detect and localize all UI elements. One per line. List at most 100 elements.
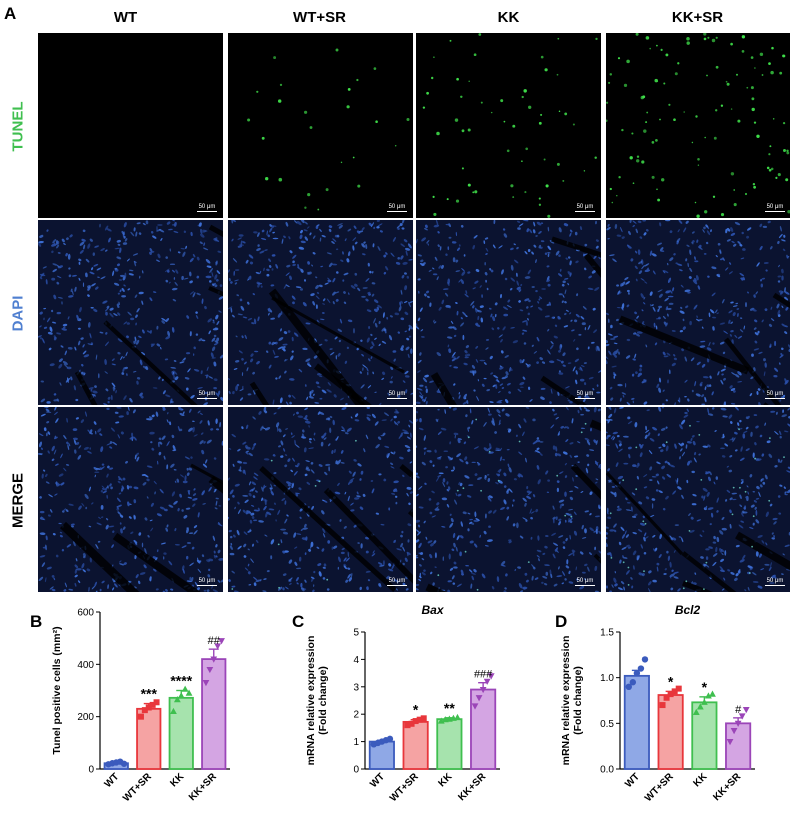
data-point	[173, 696, 181, 703]
scale-bar-label: 50 μm	[576, 390, 594, 397]
y-tick-label: 1.5	[600, 628, 614, 639]
data-point	[637, 665, 645, 672]
data-point	[641, 656, 649, 663]
significance-marker: #	[735, 704, 742, 716]
data-point	[742, 707, 750, 714]
micrograph-tunel-1: 50 μm	[38, 33, 223, 218]
scale-bar-line	[387, 397, 407, 399]
data-point	[153, 699, 160, 706]
scale-bar-line	[387, 210, 407, 212]
column-header-wt: WT	[113, 9, 138, 26]
data-point	[475, 695, 483, 702]
chart-bax: Bax mRNA relative expression (Fold change)…	[305, 603, 500, 804]
row-label-dapi: DAPI	[9, 295, 27, 332]
y-axis-label: (Fold change)	[572, 666, 584, 735]
y-tick-label: 5	[353, 628, 359, 639]
data-point	[420, 715, 427, 722]
scale-bar: 50 μm	[197, 391, 217, 399]
data-point	[386, 735, 394, 743]
micrograph-tunel-3: 50 μm	[416, 33, 601, 218]
scale-bar-label: 50 μm	[388, 203, 406, 210]
data-point	[170, 707, 177, 715]
data-point	[454, 713, 461, 721]
scale-bar-line	[765, 210, 785, 212]
data-point	[177, 692, 185, 699]
data-point	[137, 713, 144, 720]
y-tick-label: 4	[353, 655, 359, 666]
scale-bar: 50 μm	[387, 390, 407, 399]
data-point	[479, 686, 487, 694]
data-point	[663, 694, 670, 701]
bar-kk-sr	[201, 658, 227, 770]
data-point	[692, 708, 700, 715]
scale-bar-label: 50 μm	[198, 577, 216, 584]
data-point	[141, 707, 148, 714]
column-header-wt-sr: WT+SR	[293, 9, 346, 26]
row-label-tunel: TUNEL	[9, 101, 27, 152]
panel-letter-b: B	[30, 612, 43, 631]
x-tick-label: WT+SR	[388, 771, 421, 804]
data-point	[214, 643, 222, 650]
micrograph-merge-2: 50 μm	[228, 407, 413, 592]
scale-bar: 50 μm	[387, 203, 407, 212]
scale-bar: 50 μm	[765, 578, 785, 586]
column-header-kk: KK	[497, 9, 520, 26]
column-header-kk-sr: KK+SR	[671, 9, 724, 26]
scale-bar: 50 μm	[197, 203, 217, 212]
bar-wt	[623, 674, 650, 770]
data-point	[671, 688, 678, 695]
data-point	[734, 720, 742, 727]
scale-bar: 50 μm	[575, 577, 595, 586]
significance-marker: *	[668, 673, 674, 689]
scale-bar: 50 μm	[575, 203, 595, 212]
x-tick-label: WT	[103, 771, 122, 790]
x-tick-label: KK+SR	[187, 771, 219, 803]
data-point	[675, 685, 682, 692]
data-point	[705, 692, 712, 699]
scale-bar-label: 50 μm	[388, 577, 406, 584]
scale-bar-line	[575, 397, 595, 399]
data-point	[404, 722, 411, 729]
data-point	[625, 683, 632, 690]
micrograph-merge-3: 50 μm	[416, 407, 601, 592]
scale-bar-label: 50 μm	[766, 390, 784, 397]
x-tick-label: KK+SR	[711, 771, 743, 803]
bar-kk	[168, 696, 194, 770]
y-axis-label: mRNA relative expression	[305, 636, 317, 766]
micrograph-dapi-2: 50 μm	[228, 220, 413, 405]
micrograph-merge-1: 50 μm	[38, 407, 223, 592]
scale-bar-label: 50 μm	[576, 577, 594, 584]
scale-bar-line	[197, 397, 217, 399]
scale-bar: 50 μm	[575, 390, 595, 399]
x-tick-label: KK	[691, 771, 710, 790]
scale-bar-line	[575, 210, 595, 212]
data-point	[185, 689, 193, 696]
bar-kk-sr	[725, 722, 752, 770]
scale-bar-label: 50 μm	[198, 203, 216, 210]
data-point	[210, 656, 218, 663]
y-tick-label: 200	[77, 712, 94, 723]
bar-wt-sr	[402, 720, 429, 770]
data-point	[149, 701, 156, 708]
scale-bar-label: 50 μm	[388, 390, 406, 397]
scale-bar: 50 μm	[765, 390, 785, 399]
significance-marker: *	[413, 702, 419, 718]
data-point	[120, 760, 128, 767]
data-point	[709, 690, 716, 697]
data-point	[181, 685, 189, 692]
data-point	[667, 691, 674, 698]
chart-title: Bcl2	[675, 603, 701, 617]
panel-letter-a: A	[4, 4, 17, 23]
scale-bar: 50 μm	[765, 204, 785, 212]
y-axis-label: mRNA relative expression	[560, 636, 572, 766]
scale-bar: 50 μm	[197, 577, 217, 586]
panel-letter-d: D	[555, 612, 568, 631]
data-point	[659, 702, 666, 709]
micrograph-tunel-2: 50 μm	[228, 33, 413, 218]
data-point	[738, 713, 746, 720]
data-point	[471, 703, 479, 710]
scale-bar-label: 50 μm	[576, 203, 594, 210]
panel-letter-c: C	[292, 612, 305, 631]
significance-marker: **	[444, 700, 455, 716]
scale-bar-line	[765, 584, 785, 586]
